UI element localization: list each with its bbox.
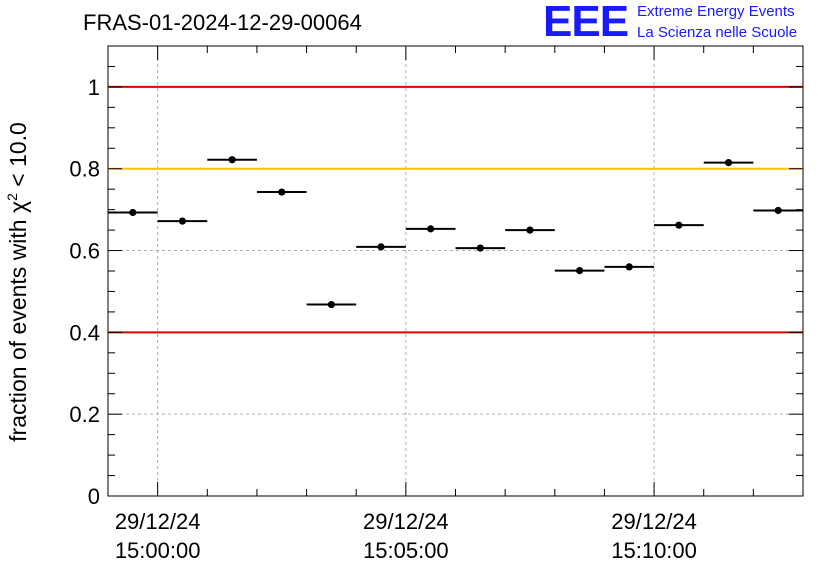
y-tick-label: 0.2 <box>69 402 100 427</box>
data-point <box>327 300 335 309</box>
y-tick-labels: 0 0.2 0.4 0.6 0.8 1 <box>69 75 100 509</box>
data-point <box>526 226 534 234</box>
x-tick-label-time: 15:10:00 <box>611 538 697 563</box>
logo-line-2: La Scienza nelle Scuole <box>637 24 798 41</box>
data-point <box>129 208 137 217</box>
eee-logo: EEE <box>543 0 629 46</box>
chart-title: FRAS-01-2024-12-29-00064 <box>83 10 362 35</box>
data-point <box>625 263 633 271</box>
reference-lines <box>108 85 803 334</box>
y-tick-label: 0.4 <box>69 320 100 345</box>
plot-frame <box>107 45 804 497</box>
y-tick-label: 0.6 <box>69 239 100 264</box>
logo-line-1: Extreme Energy Events <box>637 3 795 20</box>
data-point <box>228 156 236 164</box>
grid-layer <box>108 46 803 496</box>
data-point <box>675 221 683 229</box>
data-point <box>278 188 286 196</box>
data-point <box>377 243 385 251</box>
x-tick-labels: 29/12/24 15:00:00 29/12/24 15:05:00 29/12/24… <box>115 509 697 563</box>
data-point <box>476 244 484 252</box>
x-tick-label-date: 29/12/24 <box>363 509 449 534</box>
data-point <box>774 206 782 215</box>
y-tick-label: 1 <box>88 75 100 100</box>
axis-ticks <box>107 45 804 497</box>
data-point <box>724 158 733 167</box>
data-point <box>178 217 187 225</box>
x-tick-label-time: 15:05:00 <box>363 538 449 563</box>
data-point <box>576 266 584 275</box>
x-tick-label-time: 15:00:00 <box>115 538 201 563</box>
y-tick-label: 0.8 <box>69 157 100 182</box>
x-tick-label-date: 29/12/24 <box>115 509 201 534</box>
y-tick-label: 0 <box>88 484 100 509</box>
x-tick-label-date: 29/12/24 <box>611 509 697 534</box>
data-points <box>108 156 803 309</box>
data-point <box>427 225 435 233</box>
